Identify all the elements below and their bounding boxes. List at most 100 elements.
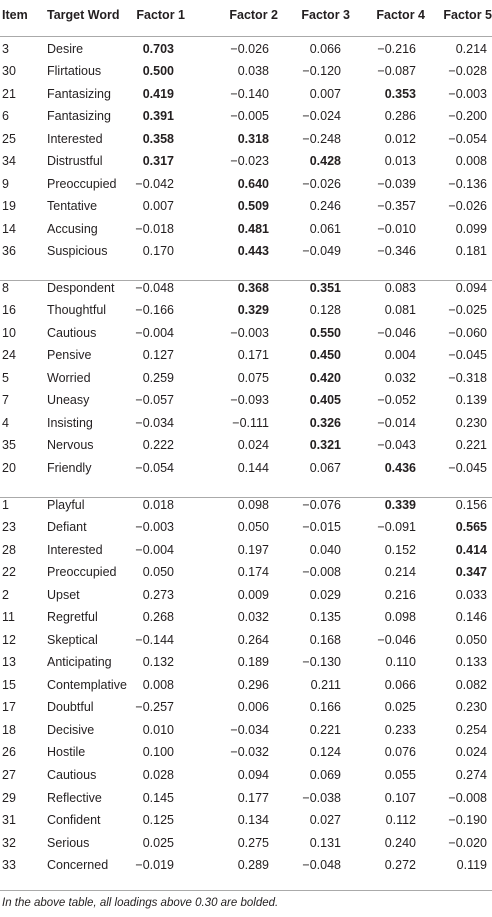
factor-5-loading: 0.008 — [455, 154, 487, 169]
factor-5-loading: 0.050 — [455, 632, 487, 647]
item-number: 34 — [2, 154, 16, 169]
header-target-word: Target Word — [47, 8, 120, 22]
factor-4-loading: 0.013 — [384, 154, 416, 169]
factor-5-loading: −0.045 — [448, 348, 487, 363]
factor-4-loading: −0.357 — [377, 199, 416, 214]
item-number: 14 — [2, 221, 16, 236]
factor-5-loading: −0.028 — [448, 64, 487, 79]
factor-5-loading: −0.045 — [448, 460, 487, 475]
factor-2-loading: −0.111 — [232, 415, 269, 430]
factor-5-loading: 0.133 — [455, 655, 487, 670]
factor-4-loading: 0.214 — [384, 565, 416, 580]
factor-5-loading: −0.200 — [448, 109, 487, 124]
table-row: 22 Preoccupied 0.050 0.174 −0.008 0.214 0.347 — [0, 561, 492, 583]
factor-3-loading: 0.135 — [309, 610, 341, 625]
table-row: 16 Thoughtful −0.166 0.329 0.128 0.081 −0.025 — [0, 299, 492, 321]
target-word: Flirtatious — [47, 64, 102, 79]
factor-5-loading: 0.033 — [455, 587, 487, 602]
table-row: 18 Decisive 0.010 −0.034 0.221 0.233 0.254 — [0, 719, 492, 741]
factor-2-loading: 0.009 — [237, 587, 269, 602]
factor-1-loading: −0.144 — [135, 632, 174, 647]
table-row: 26 Hostile 0.100 −0.032 0.124 0.076 0.024 — [0, 741, 492, 763]
factor-2-loading: 0.318 — [237, 131, 269, 146]
factor-4-loading: −0.039 — [377, 176, 416, 191]
table-row: 36 Suspicious 0.170 0.443 −0.049 −0.346 0.181 — [0, 240, 492, 262]
factor-1-loading: 0.391 — [142, 109, 174, 124]
factor-2-loading: 0.481 — [237, 221, 269, 236]
target-word: Confident — [47, 813, 101, 828]
factor-1-loading: 0.259 — [142, 370, 174, 385]
item-number: 24 — [2, 348, 16, 363]
table-row: 15 Contemplative 0.008 0.296 0.211 0.066 0.082 — [0, 674, 492, 696]
factor-3-loading: 0.428 — [309, 154, 341, 169]
factor-4-loading: 0.055 — [384, 767, 416, 782]
factor-1-loading: 0.050 — [142, 565, 174, 580]
factor-2-loading: −0.023 — [230, 154, 269, 169]
factor-5-loading: 0.024 — [455, 745, 487, 760]
item-number: 1 — [2, 497, 9, 512]
target-word: Preoccupied — [47, 176, 117, 191]
item-number: 13 — [2, 655, 16, 670]
factor-2-loading: 0.032 — [237, 610, 269, 625]
factor-5-loading: −0.025 — [448, 303, 487, 318]
factor-5-loading: −0.136 — [448, 176, 487, 191]
factor-3-loading: 0.211 — [310, 677, 341, 692]
factor-4-loading: −0.010 — [377, 221, 416, 236]
header-factor-2: Factor 2 — [229, 8, 278, 22]
table-row: 10 Cautious −0.004 −0.003 0.550 −0.046 −0.060 — [0, 322, 492, 344]
table-row: 2 Upset 0.273 0.009 0.029 0.216 0.033 — [0, 584, 492, 606]
factor-3-loading: −0.015 — [302, 520, 341, 535]
factor-1-loading: 0.008 — [142, 677, 174, 692]
factor-2-loading: −0.032 — [230, 745, 269, 760]
factor-5-loading: −0.020 — [448, 835, 487, 850]
target-word: Interested — [47, 542, 103, 557]
factor-3-loading: 0.069 — [309, 767, 341, 782]
item-number: 19 — [2, 199, 16, 214]
table-row: 34 Distrustful 0.317 −0.023 0.428 0.013 0.008 — [0, 150, 492, 172]
header-item: Item — [2, 8, 28, 22]
factor-1-loading: −0.166 — [135, 303, 174, 318]
factor-5-loading: −0.318 — [448, 370, 487, 385]
factor-3-loading: 0.166 — [309, 700, 341, 715]
factor-5-loading: −0.190 — [448, 813, 487, 828]
factor-2-loading: 0.640 — [237, 176, 269, 191]
factor-4-loading: 0.436 — [384, 460, 416, 475]
factor-5-loading: 0.099 — [455, 221, 487, 236]
factor-3-loading: 0.131 — [309, 835, 341, 850]
factor-3-loading: 0.246 — [309, 199, 341, 214]
target-word: Insisting — [47, 415, 93, 430]
target-word: Hostile — [47, 745, 86, 760]
target-word: Pensive — [47, 348, 92, 363]
factor-1-loading: 0.025 — [142, 835, 174, 850]
target-word: Preoccupied — [47, 565, 117, 580]
factor-1-loading: 0.007 — [142, 199, 174, 214]
table-row: 13 Anticipating 0.132 0.189 −0.130 0.110 0.133 — [0, 651, 492, 673]
factor-1-loading: −0.003 — [135, 520, 174, 535]
factor-1-loading: 0.419 — [142, 86, 174, 101]
item-number: 36 — [2, 244, 16, 259]
target-word: Desire — [47, 41, 84, 56]
factor-3-loading: 0.351 — [309, 280, 341, 295]
item-number: 32 — [2, 835, 16, 850]
target-word: Doubtful — [47, 700, 94, 715]
factor-2-loading: 0.289 — [237, 858, 269, 873]
factor-5-loading: 0.414 — [455, 542, 487, 557]
item-number: 9 — [2, 176, 9, 191]
target-word: Cautious — [47, 325, 97, 340]
table-row: 27 Cautious 0.028 0.094 0.069 0.055 0.274 — [0, 764, 492, 786]
factor-5-loading: 0.254 — [455, 722, 487, 737]
table-row: 24 Pensive 0.127 0.171 0.450 0.004 −0.045 — [0, 344, 492, 366]
target-word: Nervous — [47, 438, 94, 453]
target-word: Uneasy — [47, 393, 90, 408]
item-number: 23 — [2, 520, 16, 535]
factor-4-loading: 0.081 — [384, 303, 416, 318]
factor-5-loading: 0.230 — [455, 700, 487, 715]
target-word: Cautious — [47, 767, 97, 782]
factor-2-loading: −0.026 — [230, 41, 269, 56]
table-header-row: Item Target Word Factor 1 Factor 2 Facto… — [0, 4, 492, 26]
factor-4-loading: 0.025 — [384, 700, 416, 715]
factor-2-loading: 0.177 — [237, 790, 269, 805]
item-number: 16 — [2, 303, 16, 318]
factor-3-loading: 0.326 — [309, 415, 341, 430]
factor-4-loading: 0.233 — [384, 722, 416, 737]
